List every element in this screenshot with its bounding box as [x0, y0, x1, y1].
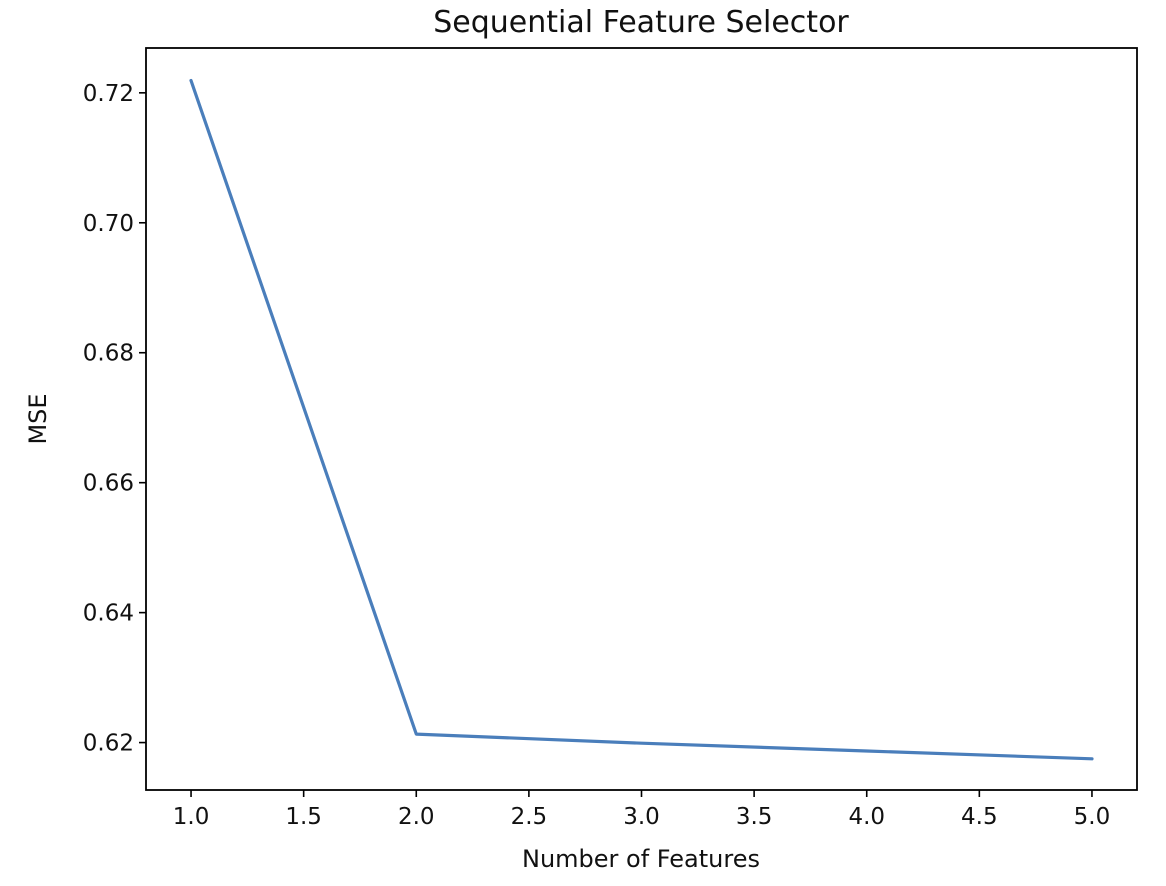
plot-area [189, 78, 1094, 761]
y-axis: 0.62 0.64 0.66 0.68 0.70 0.72 [83, 81, 146, 757]
x-tick-label: 1.5 [285, 804, 322, 830]
x-axis: 1.0 1.5 2.0 2.5 3.0 3.5 4.0 4.5 5.0 [173, 790, 1110, 830]
x-tick-label: 4.5 [961, 804, 998, 830]
chart-title: Sequential Feature Selector [433, 5, 849, 40]
y-tick-label: 0.66 [83, 471, 134, 497]
y-tick-label: 0.68 [83, 341, 134, 367]
x-tick-label: 2.0 [398, 804, 435, 830]
axes-frame [145, 47, 1138, 791]
y-tick-label: 0.72 [83, 81, 134, 107]
x-tick-label: 3.5 [736, 804, 773, 830]
x-tick-label: 2.5 [511, 804, 548, 830]
x-tick-label: 1.0 [173, 804, 210, 830]
x-tick-label: 5.0 [1074, 804, 1111, 830]
x-tick-label: 3.0 [623, 804, 660, 830]
y-tick-label: 0.62 [83, 731, 134, 757]
y-tick-label: 0.64 [83, 601, 134, 627]
x-axis-label: Number of Features [522, 845, 760, 873]
y-axis-label: MSE [24, 393, 52, 444]
series-line [189, 78, 1094, 761]
x-tick-label: 4.0 [848, 804, 885, 830]
y-tick-label: 0.70 [83, 211, 134, 237]
